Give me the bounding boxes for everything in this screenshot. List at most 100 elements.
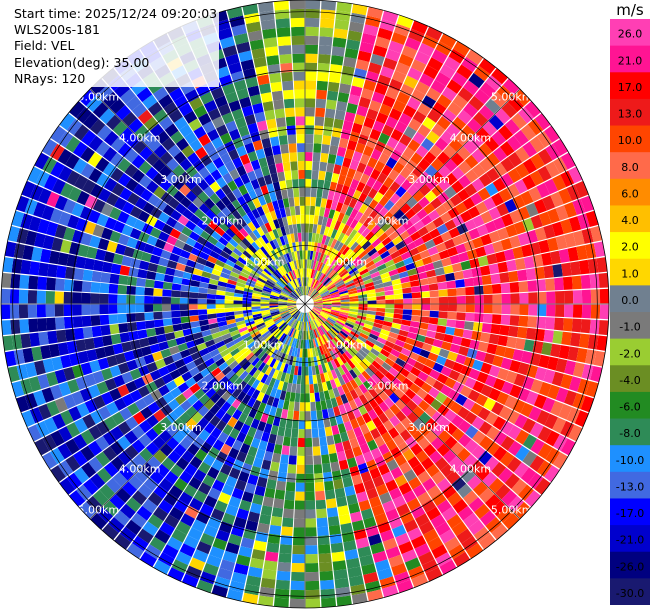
gate <box>333 240 341 250</box>
gate <box>456 223 469 235</box>
gate <box>287 305 297 307</box>
gate <box>313 301 323 303</box>
gate <box>446 123 461 138</box>
gate <box>451 116 467 131</box>
gate <box>92 198 106 213</box>
gate <box>448 456 463 470</box>
gate <box>260 309 270 314</box>
gate <box>77 350 89 364</box>
gate <box>359 554 374 567</box>
gate <box>331 172 340 183</box>
gate <box>264 222 273 233</box>
gate <box>287 302 297 304</box>
gate <box>534 227 547 241</box>
gate <box>480 265 491 276</box>
gate <box>455 393 468 406</box>
gate <box>252 311 262 315</box>
gate <box>129 206 143 219</box>
gate <box>552 417 567 434</box>
gate <box>361 563 377 575</box>
gate <box>245 352 255 361</box>
gate <box>400 405 413 417</box>
gate <box>236 165 247 177</box>
gate <box>96 213 109 227</box>
gate <box>553 157 568 174</box>
gate <box>281 445 290 456</box>
gate <box>310 357 315 367</box>
gate <box>203 141 216 154</box>
gate <box>276 370 283 381</box>
gate <box>241 394 252 405</box>
gate <box>331 349 339 359</box>
gate <box>398 271 409 279</box>
gate <box>410 443 423 456</box>
gate <box>55 317 65 330</box>
gate <box>381 362 392 372</box>
gate <box>260 577 276 589</box>
gate <box>530 214 543 229</box>
gate <box>517 387 531 402</box>
gate <box>537 304 547 317</box>
gate <box>547 208 560 224</box>
gate <box>300 339 304 349</box>
gate <box>319 355 325 365</box>
gate <box>444 536 461 552</box>
gate <box>216 316 227 323</box>
gate <box>327 257 335 267</box>
gate <box>97 238 110 251</box>
gate <box>520 190 534 206</box>
gate <box>152 158 166 173</box>
gate <box>121 255 133 267</box>
gate <box>305 491 315 501</box>
gate <box>301 232 305 242</box>
gate <box>195 448 208 462</box>
gate <box>280 535 293 546</box>
gate <box>63 291 73 304</box>
gate <box>225 287 235 293</box>
gate <box>348 399 358 411</box>
gate <box>358 250 368 259</box>
gate <box>357 265 367 273</box>
gate <box>344 350 353 360</box>
gate <box>292 44 305 54</box>
gate <box>341 328 350 336</box>
gate <box>250 465 261 477</box>
gate <box>357 50 372 62</box>
gate <box>308 259 312 269</box>
gate <box>249 94 262 106</box>
gate <box>415 334 426 343</box>
gate <box>355 247 365 256</box>
gate <box>181 573 199 588</box>
gate <box>215 397 226 409</box>
gate <box>268 470 279 481</box>
gate <box>363 165 374 177</box>
gate <box>481 275 492 285</box>
gate <box>197 304 207 310</box>
gate <box>110 441 124 456</box>
gate <box>288 317 295 326</box>
gate <box>463 453 478 468</box>
gate <box>239 271 250 279</box>
gate <box>507 495 524 513</box>
gate <box>378 195 390 207</box>
gate <box>247 566 263 578</box>
gate <box>305 62 318 72</box>
gate <box>269 262 277 271</box>
gate <box>106 240 118 253</box>
gate <box>134 197 148 210</box>
gate <box>417 328 428 337</box>
gate <box>486 426 500 441</box>
gate <box>321 244 328 254</box>
gate <box>323 390 331 401</box>
gate <box>322 409 329 419</box>
gate <box>352 446 363 457</box>
gate <box>131 102 147 118</box>
gate <box>96 467 112 484</box>
gate <box>386 336 397 344</box>
gate <box>175 457 189 471</box>
gate <box>194 208 206 220</box>
gate <box>329 329 337 338</box>
gate <box>362 326 372 333</box>
gate <box>432 260 444 269</box>
gate <box>383 419 395 432</box>
